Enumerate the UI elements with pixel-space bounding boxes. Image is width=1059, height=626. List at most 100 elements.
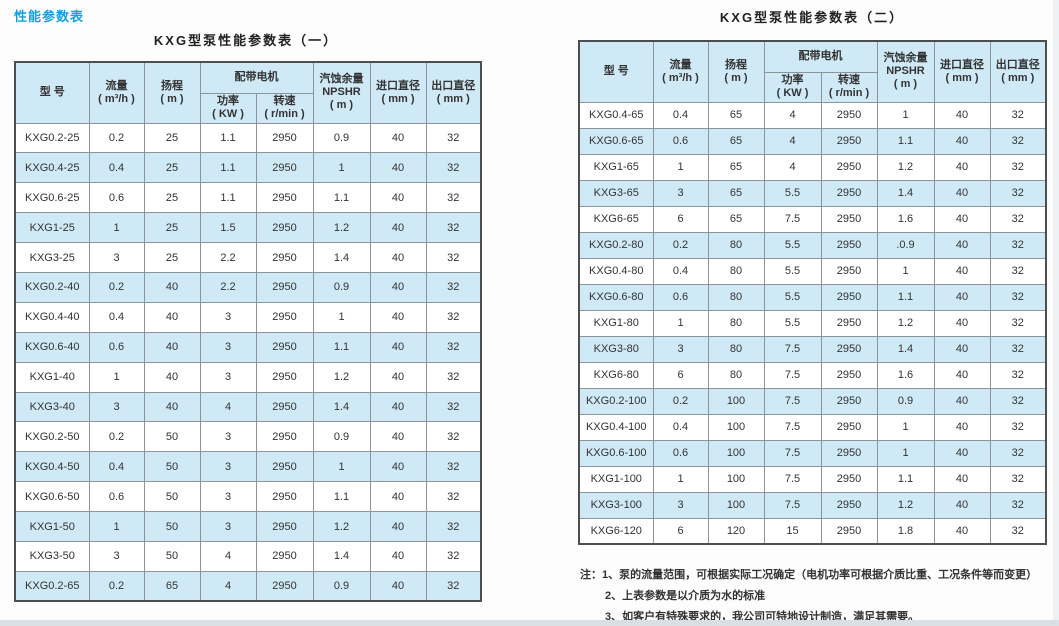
value-cell: 2950 xyxy=(820,309,878,337)
header-motor-group: 配带电机 xyxy=(763,40,878,73)
model-cell: KXG1-100 xyxy=(578,465,654,493)
value-cell: 40 xyxy=(933,179,991,207)
value-cell: 40 xyxy=(933,153,991,181)
value-cell: 32 xyxy=(425,242,482,273)
value-cell: 32 xyxy=(989,257,1047,285)
value-cell: 2950 xyxy=(255,481,314,513)
value-cell: 32 xyxy=(425,361,482,393)
value-cell: 40 xyxy=(143,301,201,333)
model-cell: KXG6-120 xyxy=(578,517,654,545)
header-npshr: 汽蚀余量 NPSHR( m ) xyxy=(312,61,371,124)
value-cell: 40 xyxy=(933,361,991,389)
value-cell: 120 xyxy=(707,517,765,545)
value-cell: 32 xyxy=(989,335,1047,363)
value-cell: 1.5 xyxy=(199,212,257,244)
value-cell: 1.2 xyxy=(876,309,935,337)
value-cell: 2950 xyxy=(820,361,878,389)
table-row: KXG3-25 3 25 2.2 2950 1.4 40 32 xyxy=(14,242,482,273)
value-cell: 40 xyxy=(369,152,427,184)
value-cell: 40 xyxy=(143,361,201,393)
header-head: 扬程( m ) xyxy=(143,61,201,124)
value-cell: 7.5 xyxy=(763,205,822,233)
value-cell: 80 xyxy=(707,257,765,285)
table-two-header: 型 号 流量( m³/h ) 扬程( m ) 配带电机 汽蚀余量 NPSHR( m… xyxy=(578,40,1047,103)
model-cell: KXG0.2-50 xyxy=(14,421,90,453)
value-cell: 1.8 xyxy=(876,517,935,545)
table-row: KXG0.4-25 0.4 25 1.1 2950 1 40 32 xyxy=(14,152,482,184)
value-cell: 2950 xyxy=(255,511,314,542)
value-cell: 2950 xyxy=(255,182,314,214)
value-cell: 2950 xyxy=(255,570,314,602)
value-cell: 1.1 xyxy=(312,331,371,363)
value-cell: 3 xyxy=(652,491,709,519)
value-cell: 1.2 xyxy=(876,491,935,519)
table-row: KXG6-80 6 80 7.5 2950 1.6 40 32 xyxy=(578,361,1047,389)
value-cell: 1 xyxy=(876,257,935,285)
value-cell: 40 xyxy=(933,517,991,545)
value-cell: 1.1 xyxy=(199,182,257,214)
value-cell: 40 xyxy=(933,413,991,441)
value-cell: 0.4 xyxy=(88,152,145,184)
value-cell: 80 xyxy=(707,231,765,259)
value-cell: 40 xyxy=(369,391,427,423)
value-cell: 40 xyxy=(369,212,427,244)
value-cell: 1.4 xyxy=(876,335,935,363)
model-cell: KXG6-65 xyxy=(578,205,654,233)
value-cell: 1.1 xyxy=(876,283,935,311)
value-cell: 2950 xyxy=(820,257,878,285)
model-cell: KXG3-40 xyxy=(14,391,90,423)
value-cell: 5.5 xyxy=(763,231,822,259)
header-power: 功率( KW ) xyxy=(763,71,822,103)
value-cell: 4 xyxy=(763,153,822,181)
header-head: 扬程( m ) xyxy=(707,40,765,103)
section-title: 性能参数表 xyxy=(14,9,85,24)
value-cell: 7.5 xyxy=(763,361,822,389)
value-cell: 0.2 xyxy=(652,387,709,415)
value-cell: 40 xyxy=(143,271,201,303)
table-two-title: KXG型泵性能参数表（二） xyxy=(719,10,905,25)
value-cell: 5.5 xyxy=(763,257,822,285)
value-cell: 32 xyxy=(425,122,482,154)
model-cell: KXG0.4-100 xyxy=(578,413,654,441)
value-cell: 1.6 xyxy=(876,205,935,233)
value-cell: 40 xyxy=(369,421,427,453)
value-cell: 15 xyxy=(763,517,822,545)
model-cell: KXG3-100 xyxy=(578,491,654,519)
value-cell: 3 xyxy=(199,421,257,453)
table-row: KXG1-65 1 65 4 2950 1.2 40 32 xyxy=(578,153,1047,181)
value-cell: 0.4 xyxy=(88,451,145,483)
value-cell: 40 xyxy=(369,301,427,333)
value-cell: 32 xyxy=(989,465,1047,493)
value-cell: 40 xyxy=(933,257,991,285)
value-cell: 4 xyxy=(199,540,257,572)
value-cell: 40 xyxy=(369,271,427,303)
value-cell: 1.2 xyxy=(876,153,935,181)
table-two-container: 型 号 流量( m³/h ) 扬程( m ) 配带电机 汽蚀余量 NPSHR( m… xyxy=(578,40,1047,545)
value-cell: 80 xyxy=(707,309,765,337)
value-cell: 2950 xyxy=(255,212,314,244)
value-cell: 0.4 xyxy=(652,413,709,441)
value-cell: 32 xyxy=(989,309,1047,337)
value-cell: 2950 xyxy=(255,451,314,483)
value-cell: 32 xyxy=(425,511,482,542)
model-cell: KXG0.2-65 xyxy=(14,570,90,602)
value-cell: 1.4 xyxy=(312,391,371,423)
value-cell: 40 xyxy=(369,570,427,602)
value-cell: 32 xyxy=(425,421,482,453)
value-cell: 40 xyxy=(143,391,201,423)
model-cell: KXG1-65 xyxy=(578,153,654,181)
value-cell: 32 xyxy=(989,127,1047,155)
value-cell: 32 xyxy=(989,101,1047,129)
value-cell: 2950 xyxy=(820,101,878,129)
table-row: KXG0.2-65 0.2 65 4 2950 0.9 40 32 xyxy=(14,570,482,602)
value-cell: 5.5 xyxy=(763,283,822,311)
value-cell: 32 xyxy=(989,517,1047,545)
value-cell: 1.2 xyxy=(312,511,371,542)
value-cell: 40 xyxy=(933,231,991,259)
table-row: KXG3-40 3 40 4 2950 1.4 40 32 xyxy=(14,391,482,423)
value-cell: 0.2 xyxy=(88,271,145,303)
value-cell: 1 xyxy=(88,361,145,393)
value-cell: 32 xyxy=(425,301,482,333)
value-cell: 100 xyxy=(707,387,765,415)
model-cell: KXG0.2-100 xyxy=(578,387,654,415)
